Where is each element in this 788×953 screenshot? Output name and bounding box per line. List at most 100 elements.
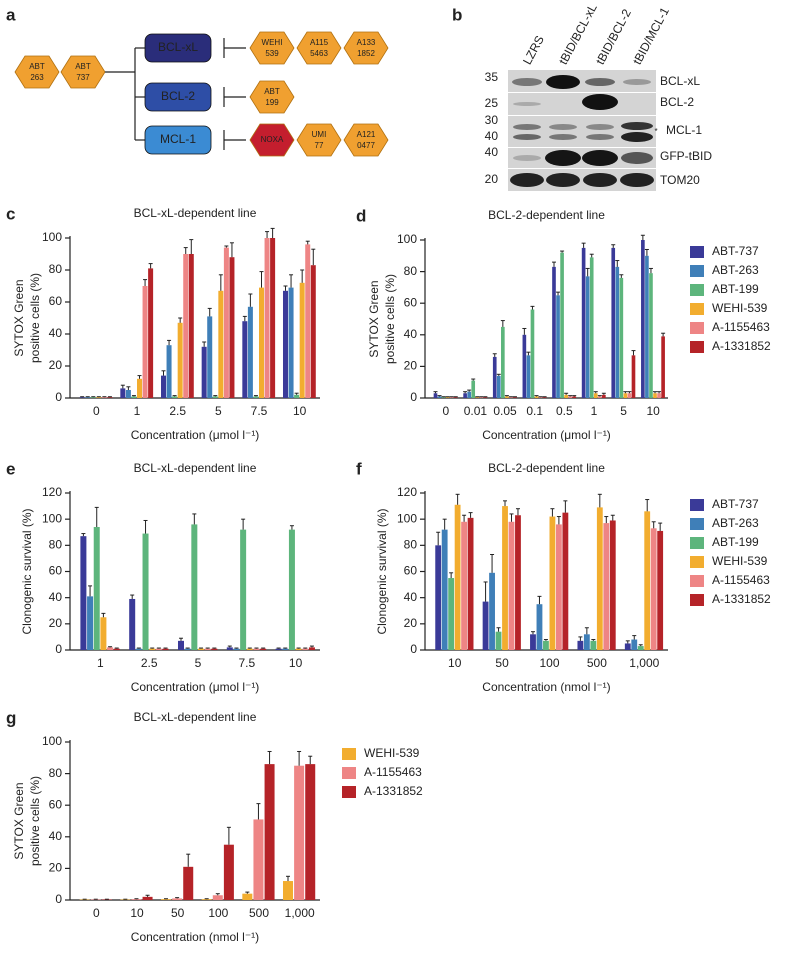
chart-title: BCL-xL-dependent line (134, 461, 257, 475)
x-tick-label: 0.5 (556, 404, 573, 418)
bar (253, 819, 264, 900)
mw-marker: 20 (485, 172, 499, 186)
bar (183, 254, 189, 398)
bar (467, 517, 474, 650)
legend-label: ABT-199 (712, 535, 759, 549)
y-tick-label: 120 (397, 485, 417, 499)
bar (246, 648, 253, 650)
x-tick-label: 5 (620, 404, 627, 418)
y-axis-label: Clonogenic survival (%) (20, 508, 34, 634)
bar (590, 640, 597, 650)
band (545, 150, 581, 166)
bar (603, 523, 610, 650)
bar (637, 646, 644, 650)
x-tick-label: 10 (293, 404, 307, 418)
drug-hexagon (60, 55, 106, 89)
bar (191, 524, 198, 650)
bar (522, 334, 527, 398)
legend-label: WEHI-539 (364, 746, 420, 760)
bar (530, 309, 535, 398)
y-tick-label: 0 (410, 642, 417, 656)
bar (502, 506, 508, 650)
blot-strip (508, 116, 656, 147)
bar (142, 286, 148, 398)
bar (302, 648, 309, 650)
band (623, 79, 651, 85)
bar (107, 397, 113, 398)
bar (125, 390, 131, 398)
target-box (144, 82, 212, 112)
drug-label: ABT (75, 62, 91, 71)
x-tick-label: 0.05 (493, 404, 517, 418)
panel-letter: d (356, 206, 366, 225)
drug-hexagon (343, 123, 389, 157)
x-tick-label: 7.5 (251, 404, 268, 418)
bar (631, 639, 638, 650)
bar (623, 393, 628, 398)
y-tick-label: 100 (397, 232, 417, 246)
band (513, 102, 541, 106)
band (546, 173, 580, 187)
blot (508, 70, 656, 191)
bar (142, 896, 153, 900)
drug-label: ABT (264, 87, 280, 96)
band (546, 75, 580, 89)
x-axis-label: Concentration (μmol l⁻¹) (482, 428, 611, 442)
bar (615, 266, 620, 398)
y-tick-label: 20 (49, 861, 63, 875)
bar (556, 295, 560, 398)
mw-marker: 40 (485, 129, 499, 143)
bar (282, 290, 288, 398)
bar (79, 397, 85, 398)
bar (471, 380, 476, 398)
lane-label: tBID/MCL-1 (630, 5, 672, 67)
y-tick-label: 80 (404, 264, 418, 278)
x-tick-label: 1,000 (629, 656, 659, 670)
bar (513, 397, 517, 398)
x-tick-label: 5 (195, 656, 202, 670)
bar (294, 394, 300, 398)
protein-label: TOM20 (660, 173, 700, 187)
bar (661, 336, 665, 398)
bar (93, 527, 100, 650)
bar (160, 899, 171, 900)
legend-label: A-1331852 (712, 592, 771, 606)
bar (183, 866, 194, 900)
bar (437, 396, 442, 398)
bar (461, 521, 468, 650)
bar (282, 648, 289, 650)
y-tick-label: 80 (49, 766, 63, 780)
drug-hexagon (14, 55, 60, 89)
bar (172, 396, 178, 398)
bar (454, 504, 461, 650)
bar (270, 238, 276, 398)
y-tick-label: 40 (404, 327, 418, 341)
band (512, 78, 542, 86)
legend-label: A-1155463 (712, 320, 770, 334)
x-tick-label: 0 (93, 404, 100, 418)
legend-swatch (690, 265, 704, 277)
bar (564, 394, 568, 398)
bar (572, 396, 577, 398)
legend-label: WEHI-539 (712, 301, 768, 315)
y-tick-label: 0 (55, 642, 62, 656)
bar (463, 393, 467, 398)
bar (568, 396, 573, 398)
bar (560, 252, 564, 398)
drug-label: A121 (357, 130, 376, 139)
bar (212, 396, 218, 398)
panel-letter: f (356, 459, 362, 478)
bar (577, 640, 584, 650)
legend-label: ABT-263 (712, 263, 759, 277)
drug-label: 0477 (357, 141, 375, 150)
bar (100, 617, 107, 650)
panel-letter: g (6, 708, 16, 727)
drug-label: UMI (312, 130, 327, 139)
bar (240, 529, 247, 650)
drug-hexagon (249, 123, 295, 157)
bar (549, 516, 556, 650)
bar (242, 321, 248, 398)
bar (308, 647, 315, 650)
mw-marker: 35 (485, 70, 499, 84)
